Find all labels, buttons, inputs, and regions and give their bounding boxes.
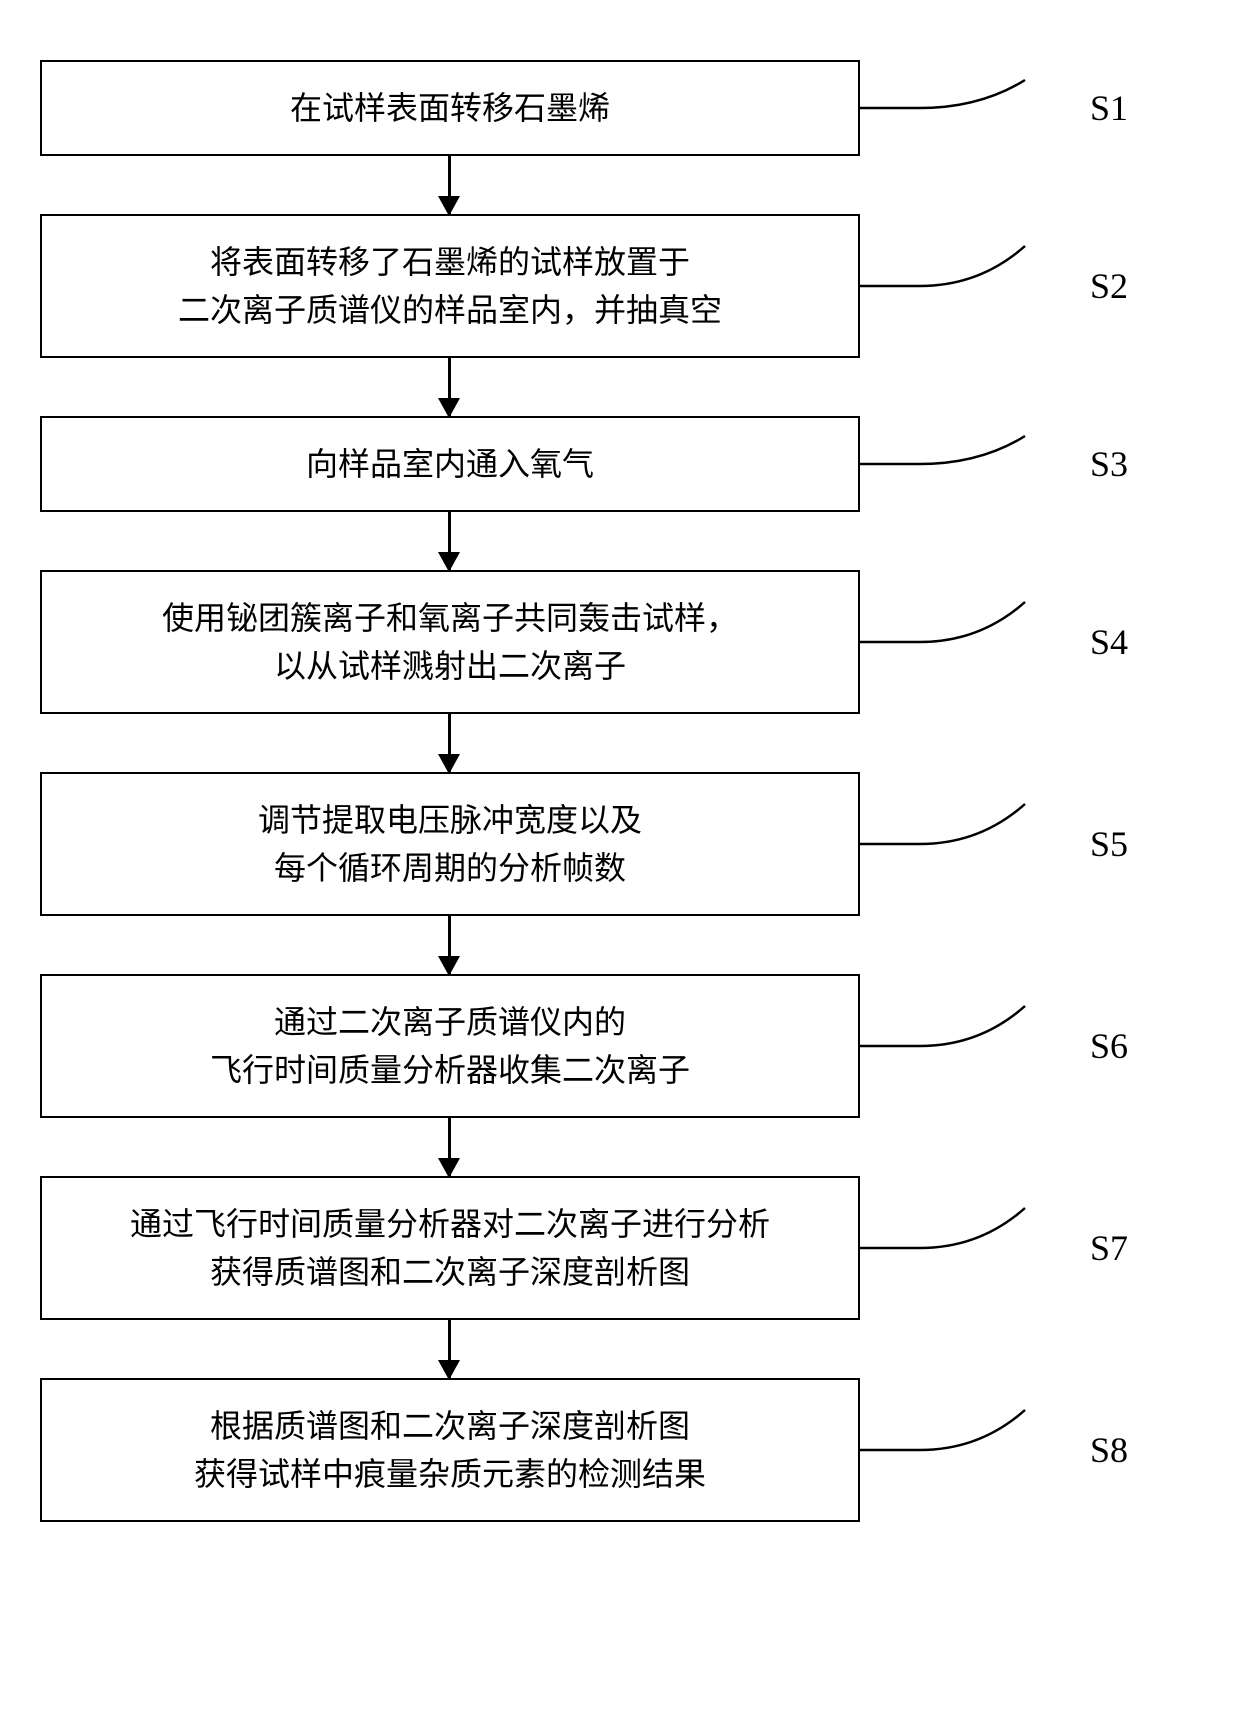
step-text: 根据质谱图和二次离子深度剖析图 — [210, 1408, 690, 1444]
step-text: 调节提取电压脉冲宽度以及 — [258, 802, 642, 838]
step-row: 根据质谱图和二次离子深度剖析图 获得试样中痕量杂质元素的检测结果 S8 — [40, 1378, 1200, 1522]
step-box-s3: 向样品室内通入氧气 — [40, 416, 860, 512]
step-row: 调节提取电压脉冲宽度以及 每个循环周期的分析帧数 S5 — [40, 772, 1200, 916]
step-label-s4: S4 — [1080, 621, 1128, 663]
step-box-s5: 调节提取电压脉冲宽度以及 每个循环周期的分析帧数 — [40, 772, 860, 916]
connector-curve — [860, 582, 1080, 702]
step-label-s7: S7 — [1080, 1227, 1128, 1269]
connector-curve — [860, 68, 1080, 148]
connector-curve — [860, 784, 1080, 904]
step-connector: S4 — [860, 582, 1200, 702]
step-text: 向样品室内通入氧气 — [306, 446, 594, 482]
connector-curve — [860, 226, 1080, 346]
flowchart: 在试样表面转移石墨烯 S1 将表面转移了石墨烯的试样放置于 二次离子质谱仪的样品… — [40, 60, 1200, 1522]
step-label-s8: S8 — [1080, 1429, 1128, 1471]
step-connector: S6 — [860, 986, 1200, 1106]
step-connector: S2 — [860, 226, 1200, 346]
step-connector: S8 — [860, 1390, 1200, 1510]
step-label-s2: S2 — [1080, 265, 1128, 307]
step-box-s7: 通过飞行时间质量分析器对二次离子进行分析 获得质谱图和二次离子深度剖析图 — [40, 1176, 860, 1320]
step-row: 使用铋团簇离子和氧离子共同轰击试样， 以从试样溅射出二次离子 S4 — [40, 570, 1200, 714]
step-row: 通过飞行时间质量分析器对二次离子进行分析 获得质谱图和二次离子深度剖析图 S7 — [40, 1176, 1200, 1320]
step-box-s4: 使用铋团簇离子和氧离子共同轰击试样， 以从试样溅射出二次离子 — [40, 570, 860, 714]
step-box-s8: 根据质谱图和二次离子深度剖析图 获得试样中痕量杂质元素的检测结果 — [40, 1378, 860, 1522]
arrow-down — [448, 916, 451, 974]
step-row: 在试样表面转移石墨烯 S1 — [40, 60, 1200, 156]
step-connector: S3 — [860, 424, 1200, 504]
step-row: 向样品室内通入氧气 S3 — [40, 416, 1200, 512]
step-connector: S5 — [860, 784, 1200, 904]
arrow-down — [448, 714, 451, 772]
connector-curve — [860, 424, 1080, 504]
arrow-down — [448, 512, 451, 570]
step-text: 每个循环周期的分析帧数 — [274, 850, 626, 886]
step-text: 飞行时间质量分析器收集二次离子 — [210, 1052, 690, 1088]
step-label-s5: S5 — [1080, 823, 1128, 865]
arrow-down — [448, 1320, 451, 1378]
step-text: 通过二次离子质谱仪内的 — [274, 1004, 626, 1040]
step-text: 在试样表面转移石墨烯 — [290, 90, 610, 126]
step-row: 将表面转移了石墨烯的试样放置于 二次离子质谱仪的样品室内，并抽真空 S2 — [40, 214, 1200, 358]
step-label-s1: S1 — [1080, 87, 1128, 129]
step-connector: S7 — [860, 1188, 1200, 1308]
step-label-s3: S3 — [1080, 443, 1128, 485]
step-text: 以从试样溅射出二次离子 — [274, 648, 626, 684]
step-text: 获得质谱图和二次离子深度剖析图 — [210, 1254, 690, 1290]
arrow-down — [448, 156, 451, 214]
step-row: 通过二次离子质谱仪内的 飞行时间质量分析器收集二次离子 S6 — [40, 974, 1200, 1118]
step-label-s6: S6 — [1080, 1025, 1128, 1067]
connector-curve — [860, 1188, 1080, 1308]
step-text: 通过飞行时间质量分析器对二次离子进行分析 — [130, 1206, 770, 1242]
step-box-s6: 通过二次离子质谱仪内的 飞行时间质量分析器收集二次离子 — [40, 974, 860, 1118]
connector-curve — [860, 986, 1080, 1106]
step-text: 二次离子质谱仪的样品室内，并抽真空 — [178, 292, 722, 328]
step-text: 将表面转移了石墨烯的试样放置于 — [210, 244, 690, 280]
arrow-down — [448, 358, 451, 416]
step-connector: S1 — [860, 68, 1200, 148]
step-box-s2: 将表面转移了石墨烯的试样放置于 二次离子质谱仪的样品室内，并抽真空 — [40, 214, 860, 358]
connector-curve — [860, 1390, 1080, 1510]
step-text: 获得试样中痕量杂质元素的检测结果 — [194, 1456, 706, 1492]
step-box-s1: 在试样表面转移石墨烯 — [40, 60, 860, 156]
arrow-down — [448, 1118, 451, 1176]
step-text: 使用铋团簇离子和氧离子共同轰击试样， — [162, 600, 738, 636]
